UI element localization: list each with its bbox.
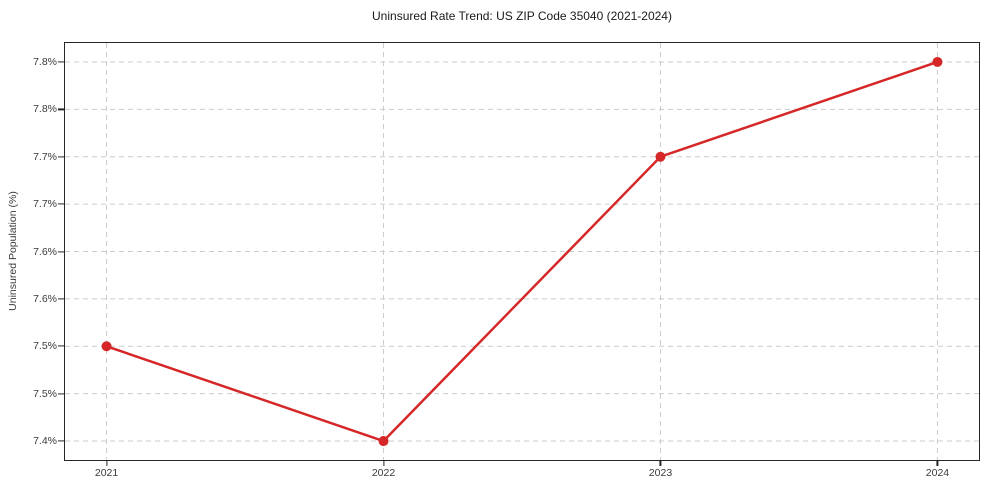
data-point: [378, 436, 389, 447]
data-point: [101, 341, 112, 352]
x-tick-mark: [105, 460, 108, 466]
x-tick-label: 2023: [648, 467, 673, 479]
y-tick-label: 7.4%: [33, 435, 57, 448]
line-chart-canvas: [65, 43, 979, 460]
y-tick-label: 7.5%: [33, 340, 57, 353]
y-tick-mark: [58, 298, 64, 300]
y-tick-label: 7.8%: [33, 103, 57, 116]
x-tick-mark: [382, 460, 385, 466]
y-tick-mark: [58, 61, 64, 63]
data-point: [932, 56, 943, 67]
y-tick-label: 7.6%: [33, 292, 57, 305]
y-tick-mark: [58, 440, 64, 442]
x-tick-mark: [936, 460, 939, 466]
trend-line: [106, 60, 938, 443]
plot-area: [65, 43, 979, 460]
x-tick-label: 2024: [925, 467, 950, 479]
x-tick-mark: [659, 460, 662, 466]
y-tick-mark: [58, 108, 64, 110]
y-tick-label: 7.5%: [33, 387, 57, 400]
x-tick-label: 2021: [94, 467, 119, 479]
y-tick-label: 7.8%: [33, 55, 57, 68]
x-tick-label: 2022: [371, 467, 396, 479]
chart-title: Uninsured Rate Trend: US ZIP Code 35040 …: [372, 9, 672, 23]
y-tick-mark: [58, 156, 64, 158]
data-point: [655, 151, 666, 162]
y-tick-mark: [58, 250, 64, 253]
y-tick-label: 7.7%: [33, 198, 57, 211]
y-tick-mark: [58, 393, 64, 395]
y-tick-mark: [58, 345, 64, 347]
y-tick-mark: [58, 203, 64, 205]
y-tick-label: 7.6%: [33, 245, 57, 258]
y-tick-label: 7.7%: [33, 150, 57, 163]
